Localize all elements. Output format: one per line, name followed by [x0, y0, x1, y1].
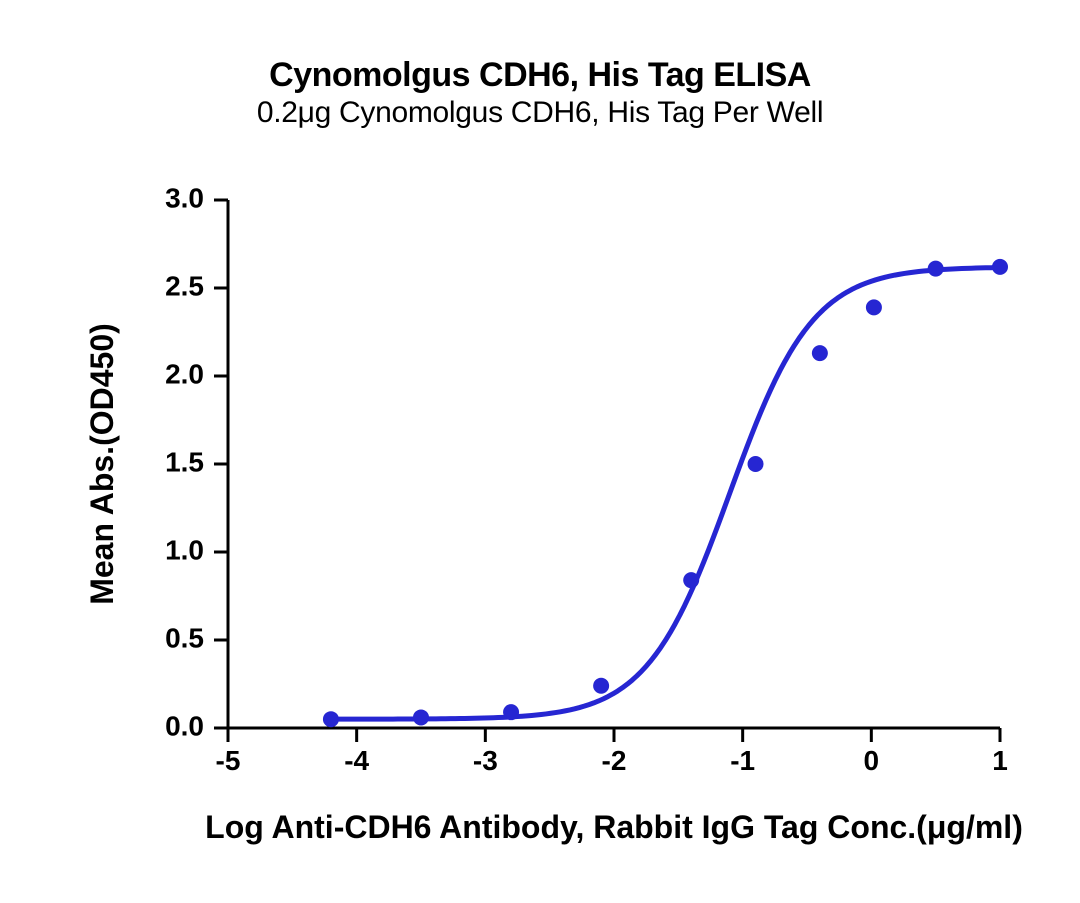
y-tick-label: 0.5: [165, 622, 204, 653]
y-tick-label: 2.5: [165, 270, 204, 301]
x-axis-title: Log Anti-CDH6 Antibody, Rabbit IgG Tag C…: [205, 809, 1023, 845]
data-marker: [866, 299, 882, 315]
data-marker: [812, 345, 828, 361]
axes: 0.0 0.5 1.0 1.5 2.0 2.5 3.0 -5 -4 -3 -2 -1 0 1: [165, 182, 1008, 776]
y-tick-label: 1.0: [165, 534, 204, 565]
data-marker: [683, 572, 699, 588]
data-marker: [992, 259, 1008, 275]
x-tick-label: 1: [992, 745, 1008, 776]
data-marker: [323, 711, 339, 727]
y-tick-label: 3.0: [165, 182, 204, 213]
y-tick-label: 1.5: [165, 446, 204, 477]
fitted-curve: [331, 268, 1000, 720]
data-marker: [928, 261, 944, 277]
x-tick-label: -3: [473, 745, 498, 776]
x-tick-label: -2: [602, 745, 627, 776]
elisa-chart: 0.0 0.5 1.0 1.5 2.0 2.5 3.0 -5 -4 -3 -2 -1 0 1 Mean A…: [0, 0, 1080, 903]
data-marker: [503, 704, 519, 720]
dose-response-curve: [331, 268, 1000, 720]
x-tick-label: -5: [216, 745, 241, 776]
x-tick-label: -1: [730, 745, 755, 776]
data-marker: [748, 456, 764, 472]
y-tick-label: 2.0: [165, 358, 204, 389]
y-tick-label: 0.0: [165, 710, 204, 741]
page: Cynomolgus CDH6, His Tag ELISA 0.2μg Cyn…: [0, 0, 1080, 903]
data-marker: [413, 709, 429, 725]
data-points: [323, 259, 1008, 727]
data-marker: [593, 678, 609, 694]
x-tick-label: -4: [344, 745, 369, 776]
x-tick-label: 0: [864, 745, 880, 776]
y-axis-title: Mean Abs.(OD450): [84, 323, 120, 605]
